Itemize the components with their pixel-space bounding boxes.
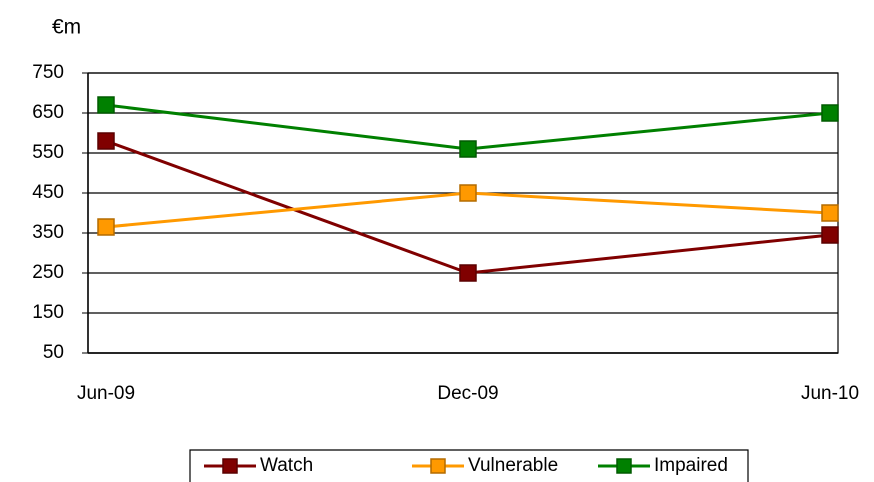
y-tick-label: 750: [32, 62, 64, 83]
legend-marker: [430, 458, 446, 474]
y-tick-label: 50: [43, 342, 64, 363]
marker: [459, 264, 477, 282]
legend-marker: [616, 458, 632, 474]
legend-label: Vulnerable: [468, 455, 558, 476]
marker: [97, 96, 115, 114]
marker: [97, 132, 115, 150]
legend-marker: [222, 458, 238, 474]
marker: [459, 140, 477, 158]
y-tick-label: 250: [32, 262, 64, 283]
legend-label: Watch: [260, 455, 313, 476]
x-tick-label: Dec-09: [437, 383, 498, 404]
marker: [821, 104, 839, 122]
legend-box: [189, 449, 749, 482]
y-tick-label: 450: [32, 182, 64, 203]
y-tick-label: 650: [32, 102, 64, 123]
marker: [821, 204, 839, 222]
marker: [97, 218, 115, 236]
y-tick-label: 150: [32, 302, 64, 323]
y-tick-label: 550: [32, 142, 64, 163]
x-tick-label: Jun-10: [801, 383, 859, 404]
marker: [821, 226, 839, 244]
x-tick-label: Jun-09: [77, 383, 135, 404]
marker: [459, 184, 477, 202]
y-axis-label: €m: [52, 16, 81, 39]
y-tick-label: 350: [32, 222, 64, 243]
legend-label: Impaired: [654, 455, 728, 476]
